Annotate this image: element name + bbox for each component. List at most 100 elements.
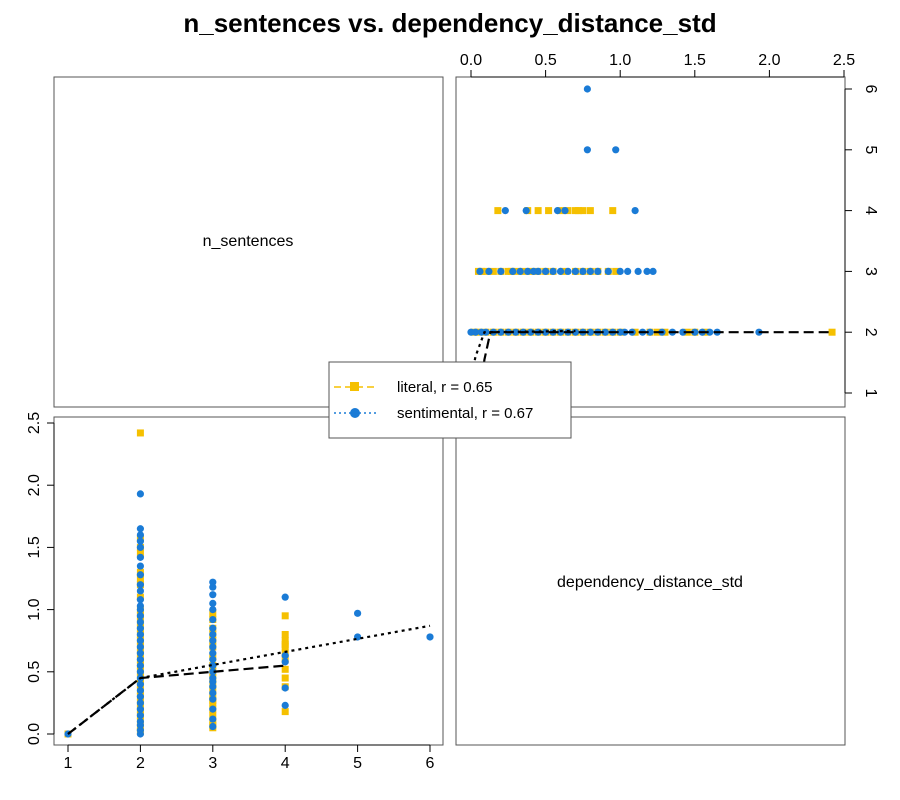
point-sentimental-40-bl xyxy=(209,615,217,624)
point-sentimental-1-bl xyxy=(136,490,144,498)
point-sentimental-45-tr xyxy=(564,267,572,275)
point-sentimental-23-bl xyxy=(136,668,144,676)
bottom-axis-tick-label: 1 xyxy=(64,755,73,772)
point-sentimental-60-bl xyxy=(281,684,289,692)
point-literal-51-bl xyxy=(281,630,289,638)
bottom-axis-tick-label: 4 xyxy=(281,755,290,772)
right-axis-tick-label: 3 xyxy=(862,267,879,276)
point-sentimental-5-bl xyxy=(136,543,144,552)
point-sentimental-43-tr xyxy=(579,267,587,275)
point-sentimental-61-tr xyxy=(501,207,509,215)
top-axis-tick-label: 1.0 xyxy=(609,52,631,69)
point-sentimental-44-tr xyxy=(571,267,580,275)
panel-top-right xyxy=(455,76,846,408)
point-sentimental-28-bl xyxy=(136,699,144,707)
point-literal-57-bl xyxy=(281,665,289,673)
trend-line-sentimental-bl xyxy=(67,624,431,735)
panel-top-left xyxy=(53,76,444,408)
point-literal-46-tr xyxy=(489,267,497,275)
point-sentimental-36-tr xyxy=(643,267,651,275)
point-sentimental-47-bl xyxy=(209,661,217,670)
point-sentimental-6-bl xyxy=(136,553,144,561)
top-axis-tick-label: 0.5 xyxy=(534,52,556,69)
point-sentimental-59-bl xyxy=(281,658,289,666)
point-sentimental-35-bl xyxy=(209,578,217,586)
top-axis-tick-label: 2.0 xyxy=(758,52,780,69)
point-sentimental-63-tr xyxy=(583,146,591,154)
point-sentimental-22-bl xyxy=(136,661,144,670)
point-sentimental-32-tr xyxy=(477,328,486,336)
point-literal-58-tr xyxy=(534,207,542,215)
point-sentimental-30-bl xyxy=(136,711,144,719)
panel-bottom-left xyxy=(53,416,444,746)
point-sentimental-11-bl xyxy=(136,596,144,604)
point-literal-52-tr xyxy=(579,207,587,215)
point-sentimental-34-tr xyxy=(467,328,475,336)
point-literal-51-tr xyxy=(586,207,594,215)
top-axis-tick-label: 2.5 xyxy=(833,52,855,69)
legend-box xyxy=(328,361,572,439)
left-axis-tick-label: 0.5 xyxy=(26,661,43,683)
point-sentimental-17-bl xyxy=(136,630,144,639)
left-axis-tick-label: 1.5 xyxy=(26,536,43,558)
right-axis-tick-label: 6 xyxy=(862,85,879,94)
point-literal-44-tr xyxy=(504,267,512,275)
point-literal-57-tr xyxy=(545,207,553,215)
point-sentimental-58-tr xyxy=(561,207,569,215)
point-sentimental-9-bl xyxy=(136,581,144,589)
legend-marker-literal xyxy=(350,382,359,391)
point-literal-58-bl xyxy=(281,674,289,682)
point-sentimental-13-tr xyxy=(616,328,624,336)
point-sentimental-62-bl xyxy=(354,609,362,617)
point-sentimental-5-tr xyxy=(691,328,699,336)
point-sentimental-13-bl xyxy=(136,606,144,614)
point-literal-50-tr xyxy=(609,207,617,215)
top-axis-tick-label: 1.5 xyxy=(684,52,706,69)
point-sentimental-18-bl xyxy=(136,637,144,645)
point-sentimental-6-tr xyxy=(679,328,687,336)
point-literal-54-tr xyxy=(571,207,579,215)
point-sentimental-15-bl xyxy=(136,618,144,626)
point-literal-30-tr xyxy=(612,267,620,275)
left-axis-tick-label: 2.0 xyxy=(26,474,43,496)
diag-label-dependency-distance-std: dependency_distance_std xyxy=(557,574,743,591)
point-sentimental-48-bl xyxy=(209,668,217,676)
point-sentimental-3-tr xyxy=(706,328,714,336)
point-sentimental-46-bl xyxy=(209,655,217,663)
point-sentimental-54-bl xyxy=(209,705,217,713)
point-sentimental-27-bl xyxy=(136,693,144,701)
top-axis-tick-label: 0.0 xyxy=(460,52,482,69)
diag-label-n-sentences: n_sentences xyxy=(203,233,294,250)
point-sentimental-14-bl xyxy=(136,612,144,620)
point-sentimental-32-bl xyxy=(136,721,144,729)
bottom-axis-tick-label: 6 xyxy=(426,755,435,772)
point-sentimental-27-tr xyxy=(512,328,520,336)
bottom-axis-tick-label: 2 xyxy=(136,755,145,772)
point-sentimental-9-tr xyxy=(646,328,654,336)
point-sentimental-38-tr xyxy=(624,267,632,275)
right-axis-tick-label: 1 xyxy=(862,389,879,398)
point-sentimental-62-tr xyxy=(612,146,620,154)
point-sentimental-52-bl xyxy=(209,689,217,697)
point-sentimental-41-bl xyxy=(209,624,217,632)
point-sentimental-39-tr xyxy=(616,267,624,275)
point-sentimental-19-tr xyxy=(571,328,580,336)
left-axis-tick-label: 1.0 xyxy=(26,598,43,620)
point-sentimental-35-tr xyxy=(649,267,657,275)
legend-label-sentimental: sentimental, r = 0.67 xyxy=(397,405,533,422)
legend-marker-sentimental xyxy=(350,408,360,418)
point-sentimental-25-bl xyxy=(136,680,144,688)
point-sentimental-46-tr xyxy=(556,267,565,275)
scatter-top-right xyxy=(467,85,836,397)
point-sentimental-42-bl xyxy=(209,630,217,639)
point-literal-4-bl xyxy=(136,550,144,558)
point-literal-6-bl xyxy=(136,575,144,582)
point-sentimental-48-tr xyxy=(542,267,550,275)
point-sentimental-60-tr xyxy=(522,207,530,215)
point-sentimental-34-bl xyxy=(136,730,144,738)
point-sentimental-57-tr xyxy=(631,207,639,215)
point-literal-30-bl xyxy=(209,609,217,617)
point-literal-44-bl xyxy=(209,699,217,707)
point-sentimental-37-tr xyxy=(634,267,642,275)
